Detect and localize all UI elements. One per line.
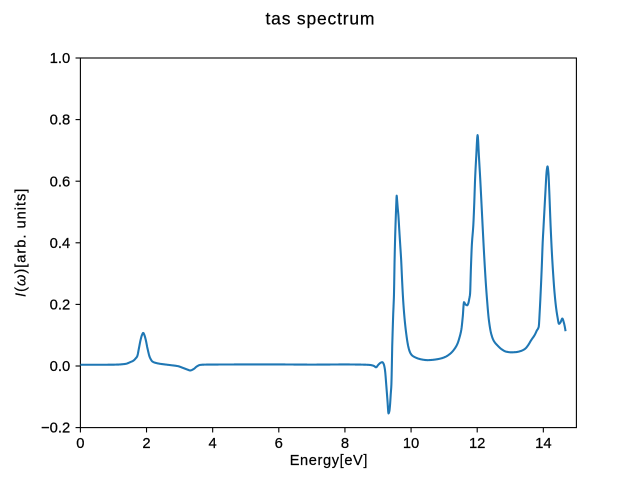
svg-text:2: 2 [142, 436, 150, 452]
svg-text:0: 0 [76, 436, 84, 452]
svg-text:−0.2: −0.2 [41, 421, 70, 437]
svg-text:0.8: 0.8 [50, 113, 71, 129]
svg-text:tas spectrum: tas spectrum [266, 8, 376, 28]
svg-text:10: 10 [403, 436, 419, 452]
svg-text:1.0: 1.0 [50, 51, 71, 67]
svg-text:0.0: 0.0 [50, 359, 71, 375]
svg-text:12: 12 [469, 436, 485, 452]
svg-text:6: 6 [275, 436, 283, 452]
svg-text:14: 14 [535, 436, 551, 452]
svg-text:0.2: 0.2 [50, 298, 71, 314]
svg-text:I(ω)[arb. units]: I(ω)[arb. units] [13, 188, 29, 297]
svg-text:4: 4 [209, 436, 217, 452]
svg-text:0.6: 0.6 [50, 174, 71, 190]
svg-text:Energy[eV]: Energy[eV] [290, 453, 368, 469]
svg-text:0.4: 0.4 [50, 236, 71, 252]
svg-text:8: 8 [341, 436, 349, 452]
